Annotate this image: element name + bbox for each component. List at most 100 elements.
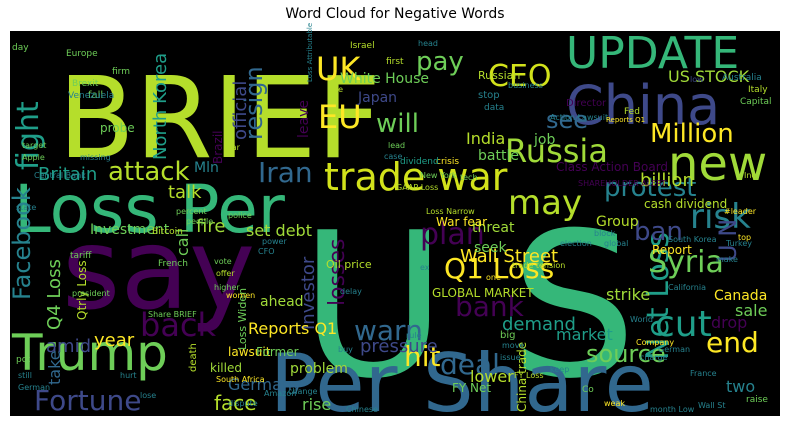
word-85: threat (472, 220, 515, 236)
word-160: big (500, 330, 515, 341)
word-65: market (556, 325, 613, 344)
word-174: raise (746, 395, 768, 405)
word-71: US STOCK (668, 67, 750, 86)
word-33: see (546, 106, 588, 134)
word-164: keep (550, 365, 569, 374)
word-90: Class Action Board (556, 160, 668, 174)
word-47: Britain (38, 164, 97, 185)
word-171: month Low (650, 405, 695, 414)
word-121: Reports Q1 (606, 116, 645, 124)
word-76: Loss Widen (236, 288, 249, 350)
word-20: Million (650, 119, 734, 149)
word-70: battle (478, 148, 519, 164)
word-41: Q4 Loss (44, 259, 65, 330)
word-2: U S (300, 190, 637, 423)
word-30: Iran (258, 156, 313, 189)
word-101: trade tension (512, 261, 565, 270)
word-68: job (533, 132, 555, 148)
word-82: problem (290, 361, 348, 377)
word-96: Former (256, 345, 299, 359)
word-83: rise (302, 395, 331, 414)
word-117: low (690, 75, 704, 84)
word-173: Wall St (698, 401, 726, 410)
word-183: election (560, 239, 592, 248)
word-155: Amazon (264, 389, 296, 398)
word-39: source (586, 340, 666, 368)
word-91: SHAREHOLDER ALERT (578, 179, 666, 188)
word-84: seek (474, 240, 508, 256)
word-151: hurt (120, 371, 137, 380)
word-123: dividend (400, 157, 439, 167)
word-93: FY Net (452, 381, 491, 395)
word-178: Turkey (725, 239, 752, 248)
word-55: amid (46, 336, 91, 357)
word-4: Loss Per (14, 171, 286, 248)
chart-title: Word Cloud for Negative Words (285, 6, 505, 22)
word-98: Oil price (326, 258, 372, 271)
word-10: Russia (505, 132, 608, 170)
word-158: Chinese (346, 405, 378, 414)
word-147: Share BRIEF (148, 310, 197, 319)
word-80: Investment (90, 222, 170, 238)
word-165: Co (582, 385, 594, 395)
word-72: White House (340, 71, 429, 87)
word-38: hit (404, 340, 441, 373)
word-141: offer (216, 269, 235, 278)
word-109: first (386, 57, 404, 67)
word-11: Net Loss (641, 232, 676, 360)
cloud-background (10, 31, 780, 416)
word-15: UK (316, 50, 361, 88)
word-31: resign (240, 66, 268, 140)
word-5: UPDATE (566, 28, 739, 79)
word-112: Director (566, 98, 607, 109)
word-186: due (328, 85, 343, 94)
word-154: dispute (228, 399, 258, 408)
word-56: year (94, 330, 135, 351)
word-34: ban (634, 217, 683, 247)
word-86: War fear (436, 215, 487, 229)
word-105: probe (100, 121, 135, 135)
word-185: business (508, 81, 543, 90)
word-29: Facebook (8, 187, 36, 300)
word-1: say (62, 205, 255, 335)
word-143: power (262, 237, 287, 246)
word-24: plan (420, 217, 485, 252)
word-0: BRIEF (58, 54, 381, 184)
word-106: Brexit (72, 79, 99, 89)
word-136: people (186, 217, 213, 226)
word-57: take (45, 350, 64, 385)
word-138: French (158, 259, 188, 269)
word-66: Canada (714, 288, 767, 304)
word-145: women (226, 291, 255, 300)
word-3: Per Share (270, 337, 654, 425)
word-87: Group (596, 214, 639, 230)
word-139: tariff (70, 251, 92, 261)
word-37: end (706, 326, 759, 359)
word-162: issue (500, 353, 521, 362)
word-18: will (376, 109, 419, 139)
word-180: top (738, 233, 751, 242)
word-81: ahead (260, 294, 304, 310)
word-50: pressure (360, 336, 438, 357)
word-75: Mln (194, 160, 219, 176)
word-148: pct (16, 355, 31, 365)
word-122: crisis (436, 157, 459, 167)
word-135: percent (176, 207, 207, 216)
word-9: trade war (324, 155, 508, 199)
word-170: German (658, 345, 690, 354)
word-58: face (214, 391, 257, 415)
word-73: Japan (357, 90, 397, 106)
word-100: Loss Narrow (426, 207, 475, 216)
word-14: risk (690, 197, 751, 237)
word-95: killed (210, 361, 242, 375)
word-22: Syria (648, 245, 724, 280)
word-21: protest (604, 173, 696, 203)
word-60: lower (470, 367, 514, 386)
word-152: lose (140, 391, 156, 400)
word-128: Apple (22, 153, 45, 162)
word-126: New York (420, 171, 457, 180)
word-110: Russian (478, 69, 520, 82)
word-188: ex (420, 263, 430, 272)
